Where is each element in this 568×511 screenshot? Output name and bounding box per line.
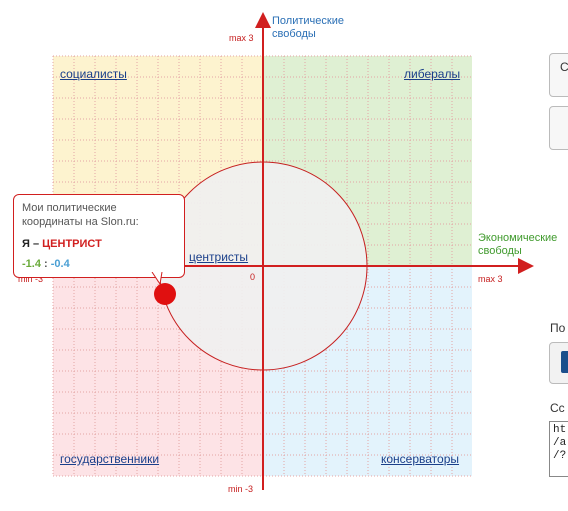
y-axis-title-line2: свободы: [272, 28, 316, 40]
y-max-label: max 3: [229, 33, 254, 43]
embed-code-line2: /a: [553, 437, 567, 449]
my-position-marker: [154, 283, 176, 305]
x-axis-title-line1: Экономические: [478, 232, 558, 244]
callout-result: Я – ЦЕНТРИСТ: [22, 238, 102, 250]
quadrant-conservatives-link[interactable]: консерваторы: [381, 452, 460, 466]
sidebar-link-label: Сс: [550, 401, 565, 415]
quadrant-statists-link[interactable]: государственники: [60, 452, 160, 466]
x-min-label: min -3: [18, 274, 44, 284]
callout-x-value: -1.4: [22, 258, 41, 270]
sidebar-share-button[interactable]: [549, 342, 568, 384]
sidebar-share-label: По: [550, 321, 566, 335]
callout-pointer: [151, 272, 163, 286]
x-axis-title-line2: свободы: [478, 245, 522, 257]
quadrant-centrists-link[interactable]: центристы: [189, 250, 249, 264]
callout-me-prefix: Я –: [22, 238, 43, 250]
x-max-label: max 3: [478, 274, 503, 284]
callout-line1: Мои политические: [22, 202, 117, 214]
callout-y-value: -0.4: [50, 258, 70, 270]
callout-line2: координаты на Slon.ru:: [22, 216, 139, 228]
y-min-label: min -3: [228, 484, 254, 494]
callout-coordinates: -1.4 : -0.4: [22, 258, 70, 270]
facebook-icon: [561, 351, 568, 373]
y-axis-title: Политические свободы: [272, 15, 344, 41]
embed-code-line1: ht: [553, 424, 567, 436]
quadrant-liberals-link[interactable]: либералы: [404, 67, 461, 81]
sidebar-button-top-label: С: [560, 60, 568, 74]
my-coordinates-callout: Мои политические координаты на Slon.ru: …: [13, 194, 185, 278]
embed-code-textarea[interactable]: ht /a /?: [549, 421, 568, 477]
callout-separator: :: [40, 258, 51, 270]
origin-label: 0: [250, 272, 256, 282]
sidebar-button-second[interactable]: [549, 106, 568, 150]
x-axis-title: Экономические свободы: [478, 232, 557, 258]
callout-me-label: ЦЕНТРИСТ: [42, 238, 102, 250]
quadrant-socialists-link[interactable]: социалисты: [60, 67, 127, 81]
y-axis-title-line1: Политические: [272, 15, 344, 27]
sidebar-button-top[interactable]: С: [549, 53, 568, 97]
embed-code-line3: /?: [553, 450, 567, 462]
